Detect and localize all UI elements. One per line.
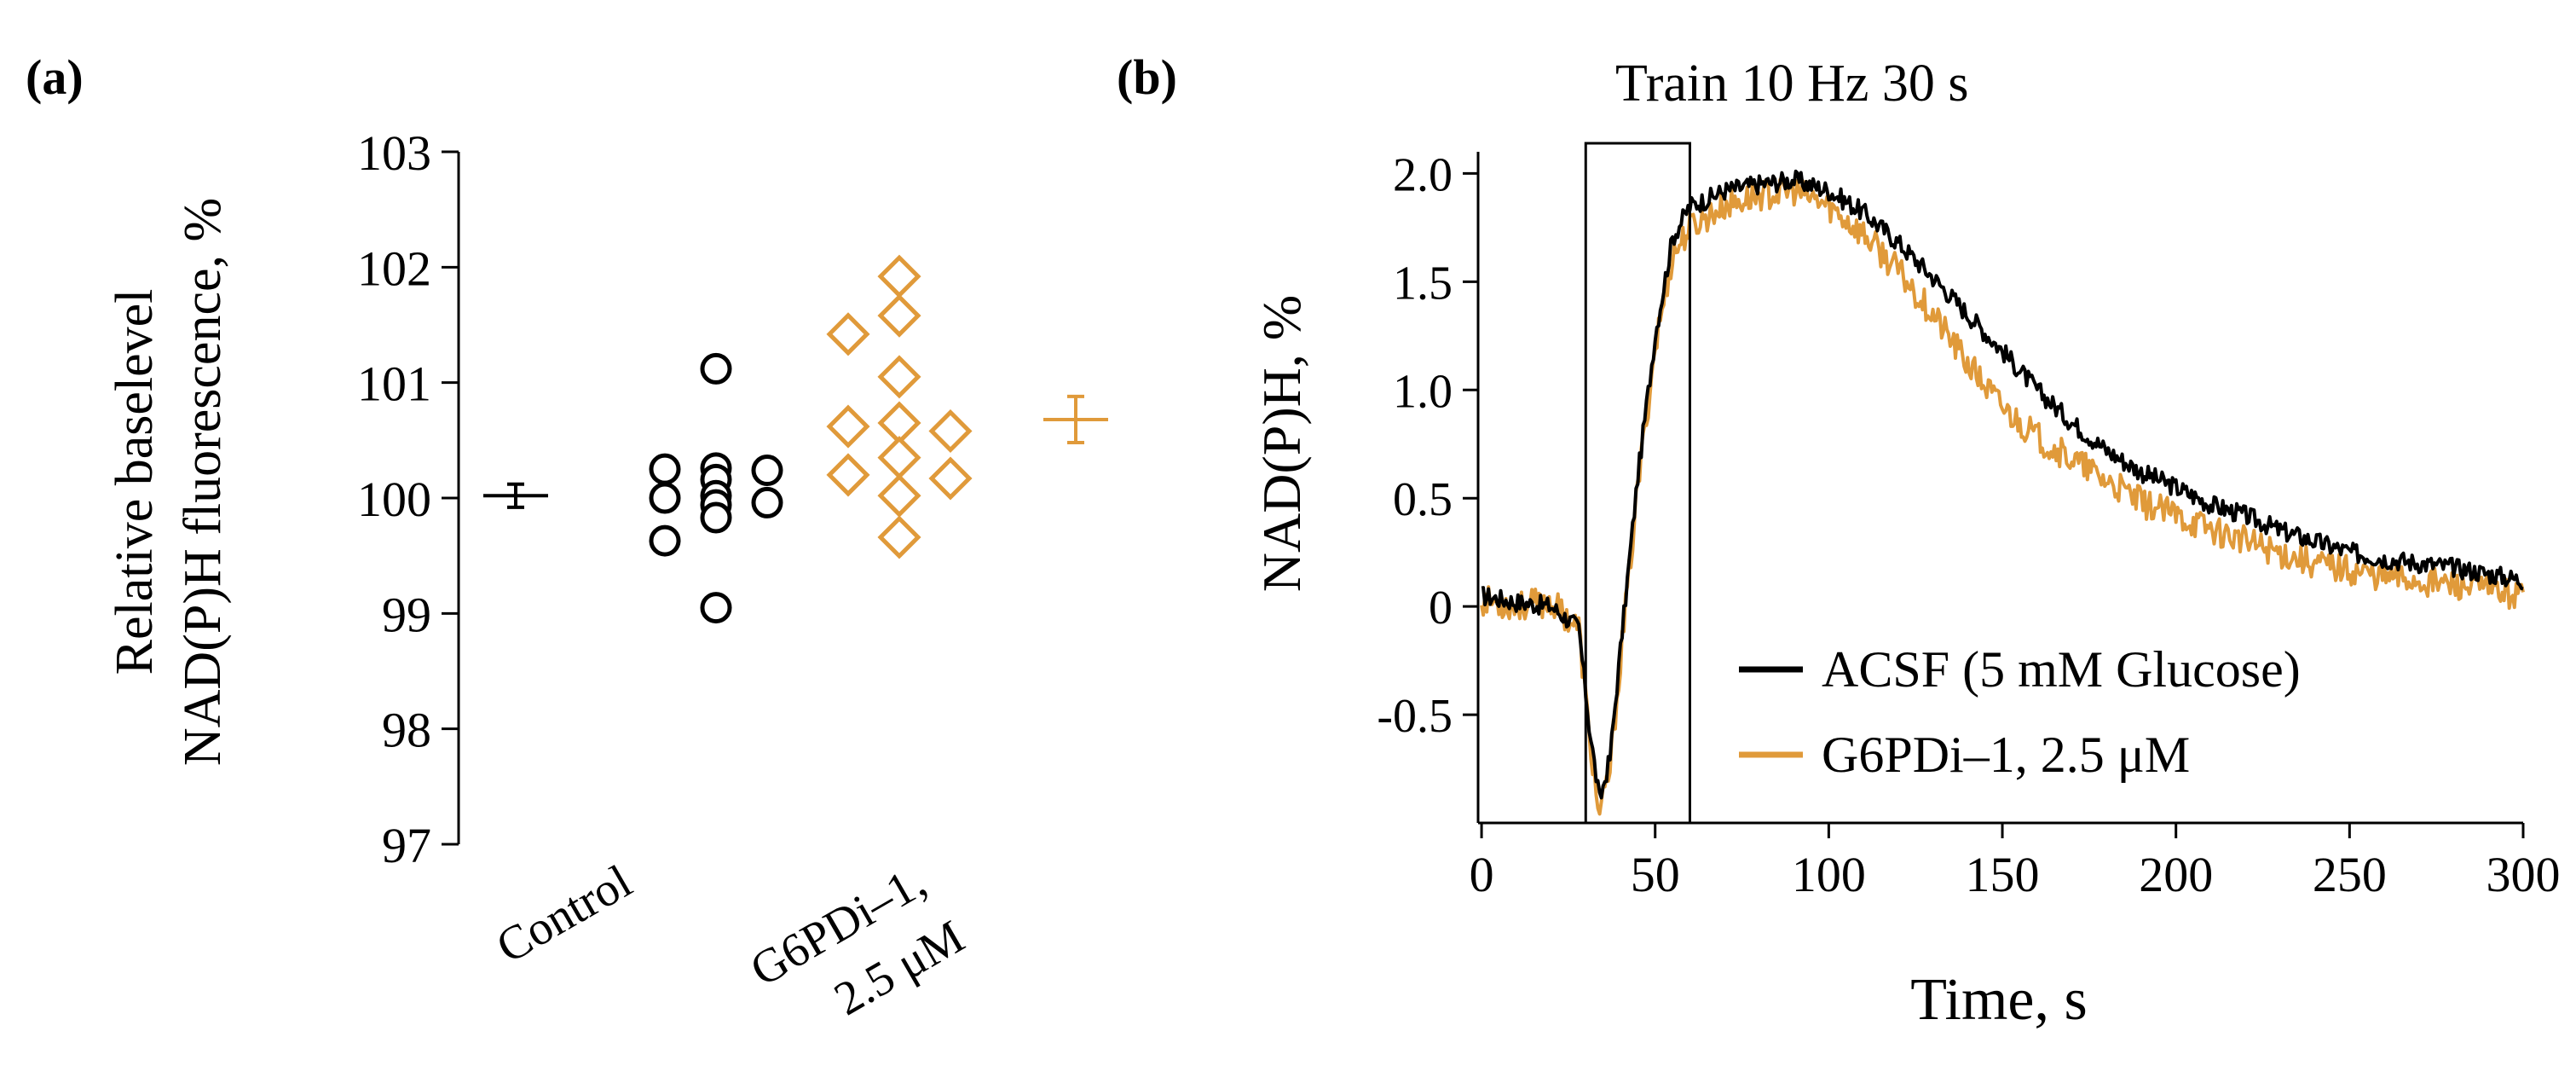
x-tick-label: 50 xyxy=(1631,847,1680,902)
y-tick-label: 102 xyxy=(357,240,431,296)
panel-b-series-lines xyxy=(1480,169,2525,816)
control-data-point xyxy=(751,486,783,518)
y-tick-label: 2.0 xyxy=(1393,148,1453,201)
panel-a-label: (a) xyxy=(26,49,84,105)
x-tick-label: 250 xyxy=(2313,847,2387,902)
control-data-point xyxy=(700,501,732,534)
g6pdi-data-point xyxy=(826,453,870,497)
series-line-acsf xyxy=(1481,169,2524,800)
y-tick-label: 0.5 xyxy=(1393,473,1453,526)
x-tick-label: 150 xyxy=(1966,847,2040,902)
g6pdi-data-point xyxy=(928,456,973,501)
panel-b-annotation: Train 10 Hz 30 s xyxy=(1615,55,1969,113)
panel-a-category-control: Control xyxy=(488,855,640,974)
panel-a: (a) Relative baselevel NAD(P)H fluoresce… xyxy=(26,49,1108,1026)
legend-label-acsf: ACSF (5 mM Glucose) xyxy=(1822,641,2301,698)
panel-a-marks xyxy=(483,254,1108,624)
g6pdi-data-point xyxy=(877,254,921,298)
y-tick-label: 100 xyxy=(357,472,431,527)
panel-b-label: (b) xyxy=(1117,49,1177,105)
series-line-g6pdi xyxy=(1480,175,2525,816)
control-data-point xyxy=(649,524,681,557)
x-tick-label: 200 xyxy=(2139,847,2213,902)
panel-b: (b) Train 10 Hz 30 s NAD(P)H, % -0.5 0 0.5… xyxy=(1117,49,2561,1033)
panel-b-xlabel: Time, s xyxy=(1910,967,2088,1033)
legend-label-g6pdi: G6PDi–1, 2.5 μM xyxy=(1822,727,2190,783)
g6pdi-data-point xyxy=(877,293,921,338)
g6pdi-data-point xyxy=(877,515,921,559)
panel-a-ylabel-line1: Relative baselevel xyxy=(106,289,164,675)
control-data-point xyxy=(649,453,681,485)
control-data-point xyxy=(649,482,681,514)
x-tick-label: 300 xyxy=(2486,847,2561,902)
g6pdi-data-point xyxy=(826,312,870,356)
y-tick-label: 101 xyxy=(357,356,431,412)
g6pdi-data-point xyxy=(877,473,921,518)
panel-a-y-ticks: 97 98 99 100 101 102 103 xyxy=(357,125,459,873)
control-data-point xyxy=(700,592,732,624)
g6pdi-data-point xyxy=(877,355,921,399)
panel-b-x-ticks: 0 50 100 150 200 250 300 xyxy=(1470,823,2561,902)
control-data-point xyxy=(751,455,783,487)
y-tick-label: 99 xyxy=(382,587,431,642)
panel-b-ylabel: NAD(P)H, % xyxy=(1251,295,1312,592)
g6pdi-data-point xyxy=(877,436,921,480)
y-tick-label: 103 xyxy=(357,125,431,181)
stimulus-window-box xyxy=(1584,142,1691,825)
panel-a-ylabel-line2: NAD(P)H fluorescence, % xyxy=(174,198,232,766)
y-tick-label: 1.0 xyxy=(1393,365,1453,418)
panel-b-legend: ACSF (5 mM Glucose) G6PDi–1, 2.5 μM xyxy=(1739,641,2301,783)
panel-b-y-ticks: -0.5 0 0.5 1.0 1.5 2.0 xyxy=(1377,148,1478,743)
y-tick-label: 97 xyxy=(382,818,431,873)
g6pdi-data-point xyxy=(826,404,870,449)
x-tick-label: 0 xyxy=(1470,847,1494,902)
control-data-point xyxy=(700,352,732,385)
g6pdi-data-point xyxy=(928,408,973,454)
y-tick-label: 98 xyxy=(382,703,431,758)
y-tick-label: 1.5 xyxy=(1393,257,1453,310)
y-tick-label: -0.5 xyxy=(1377,690,1453,743)
y-tick-label: 0 xyxy=(1429,582,1453,634)
x-tick-label: 100 xyxy=(1792,847,1866,902)
